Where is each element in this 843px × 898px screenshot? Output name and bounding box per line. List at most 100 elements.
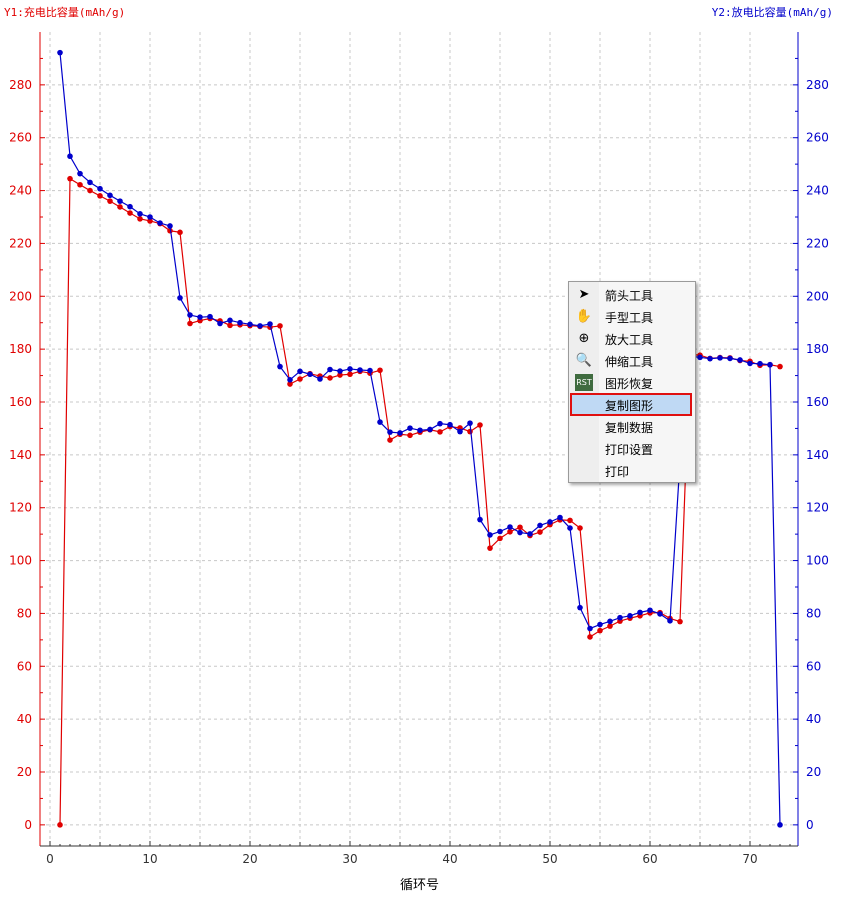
- discharge-point: [757, 360, 763, 367]
- charge-point: [87, 187, 93, 194]
- y2-tick-label: 80: [806, 606, 821, 620]
- y2-tick-label: 40: [806, 712, 821, 726]
- charge-point: [337, 372, 343, 378]
- charge-point: [577, 525, 583, 531]
- discharge-point: [517, 529, 523, 536]
- charge-point: [607, 623, 613, 629]
- x-tick-label: 0: [46, 852, 54, 866]
- y1-tick-label: 40: [17, 712, 32, 726]
- discharge-point: [607, 618, 613, 625]
- y2-tick-label: 20: [806, 765, 821, 779]
- x-tick-label: 30: [342, 852, 357, 866]
- discharge-point: [327, 366, 333, 373]
- charge-point: [297, 376, 303, 382]
- discharge-point: [647, 607, 653, 614]
- discharge-point: [417, 427, 423, 434]
- discharge-point: [557, 514, 563, 521]
- context-menu-item[interactable]: 复制图形: [570, 393, 692, 416]
- charge-point: [507, 528, 513, 535]
- context-menu-item[interactable]: ✋ 手型工具: [571, 306, 691, 327]
- reset-rst-icon: RST: [575, 374, 593, 391]
- charge-point: [597, 627, 603, 634]
- x-tick-label: 20: [242, 852, 257, 866]
- y2-tick-label: 280: [806, 78, 829, 92]
- context-menu-item[interactable]: ⊕ 放大工具: [571, 328, 691, 349]
- charge-point: [347, 371, 353, 378]
- y1-tick-label: 200: [9, 289, 32, 303]
- discharge-point: [387, 429, 393, 435]
- y1-tick-label: 120: [9, 501, 32, 515]
- discharge-point: [487, 532, 493, 538]
- discharge-point: [457, 428, 463, 435]
- y2-tick-label: 100: [806, 554, 829, 568]
- y1-tick-label: 140: [9, 448, 32, 462]
- discharge-point: [537, 522, 543, 529]
- y2-tick-label: 140: [806, 448, 829, 462]
- charge-point: [487, 545, 493, 551]
- discharge-point: [617, 614, 623, 621]
- discharge-point: [597, 621, 603, 628]
- context-menu: ➤ 箭头工具 ✋ 手型工具 ⊕ 放大工具 🔍 伸缩工具 RST 图形恢复复制图形复制数据打印设置打…: [568, 281, 696, 483]
- discharge-point: [727, 355, 733, 362]
- charge-point: [407, 432, 413, 439]
- context-menu-item[interactable]: 打印: [571, 460, 691, 481]
- charge-point: [77, 181, 83, 188]
- discharge-point: [137, 211, 143, 217]
- x-axis-title: 循环号: [400, 878, 440, 893]
- y2-tick-label: 240: [806, 184, 829, 198]
- discharge-point: [107, 192, 113, 199]
- y2-tick-label: 260: [806, 131, 829, 145]
- discharge-point: [57, 49, 63, 56]
- y2-tick-label: 180: [806, 342, 829, 356]
- context-menu-item-label: 打印: [605, 465, 630, 479]
- discharge-point: [167, 223, 173, 229]
- discharge-point: [577, 604, 583, 611]
- discharge-point: [127, 203, 133, 210]
- context-menu-item[interactable]: 🔍 伸缩工具: [571, 350, 691, 371]
- y1-tick-label: 180: [9, 342, 32, 356]
- context-menu-item[interactable]: ➤ 箭头工具: [571, 284, 691, 305]
- charge-point: [127, 210, 133, 216]
- context-menu-item-label: 打印设置: [605, 443, 654, 457]
- charge-point: [437, 429, 443, 435]
- discharge-point: [407, 425, 413, 431]
- discharge-point: [497, 528, 503, 535]
- discharge-point: [667, 618, 673, 624]
- discharge-point: [427, 426, 433, 433]
- x-tick-label: 40: [442, 852, 457, 866]
- discharge-point: [187, 312, 193, 318]
- discharge-point: [157, 220, 163, 226]
- charge-point: [477, 422, 483, 428]
- context-menu-item-label: 复制图形: [605, 399, 654, 413]
- y2-tick-label: 120: [806, 501, 829, 515]
- context-menu-item[interactable]: 复制数据: [571, 416, 691, 437]
- charge-point: [277, 323, 283, 329]
- discharge-point: [357, 367, 363, 373]
- discharge-point: [87, 179, 93, 186]
- discharge-point: [587, 625, 593, 632]
- context-menu-item[interactable]: RST 图形恢复: [571, 372, 691, 393]
- y1-tick-label: 240: [9, 184, 32, 198]
- discharge-point: [267, 321, 273, 327]
- charge-point: [137, 216, 143, 222]
- discharge-point: [447, 421, 453, 428]
- discharge-point: [177, 295, 183, 301]
- discharge-point: [707, 355, 713, 362]
- discharge-point: [247, 321, 253, 328]
- discharge-point: [567, 525, 573, 531]
- charge-point: [467, 428, 473, 435]
- y2-tick-label: 200: [806, 289, 829, 303]
- x-tick-label: 50: [542, 852, 557, 866]
- context-menu-item[interactable]: 打印设置: [571, 438, 691, 459]
- y1-tick-label: 100: [9, 554, 32, 568]
- discharge-point: [777, 822, 783, 828]
- context-menu-item-label: 放大工具: [605, 333, 654, 347]
- discharge-point: [347, 366, 353, 372]
- discharge-point: [257, 323, 263, 329]
- discharge-point: [547, 519, 553, 525]
- discharge-point: [197, 314, 203, 320]
- y2-tick-label: 0: [806, 818, 814, 832]
- y1-tick-label: 80: [17, 606, 32, 620]
